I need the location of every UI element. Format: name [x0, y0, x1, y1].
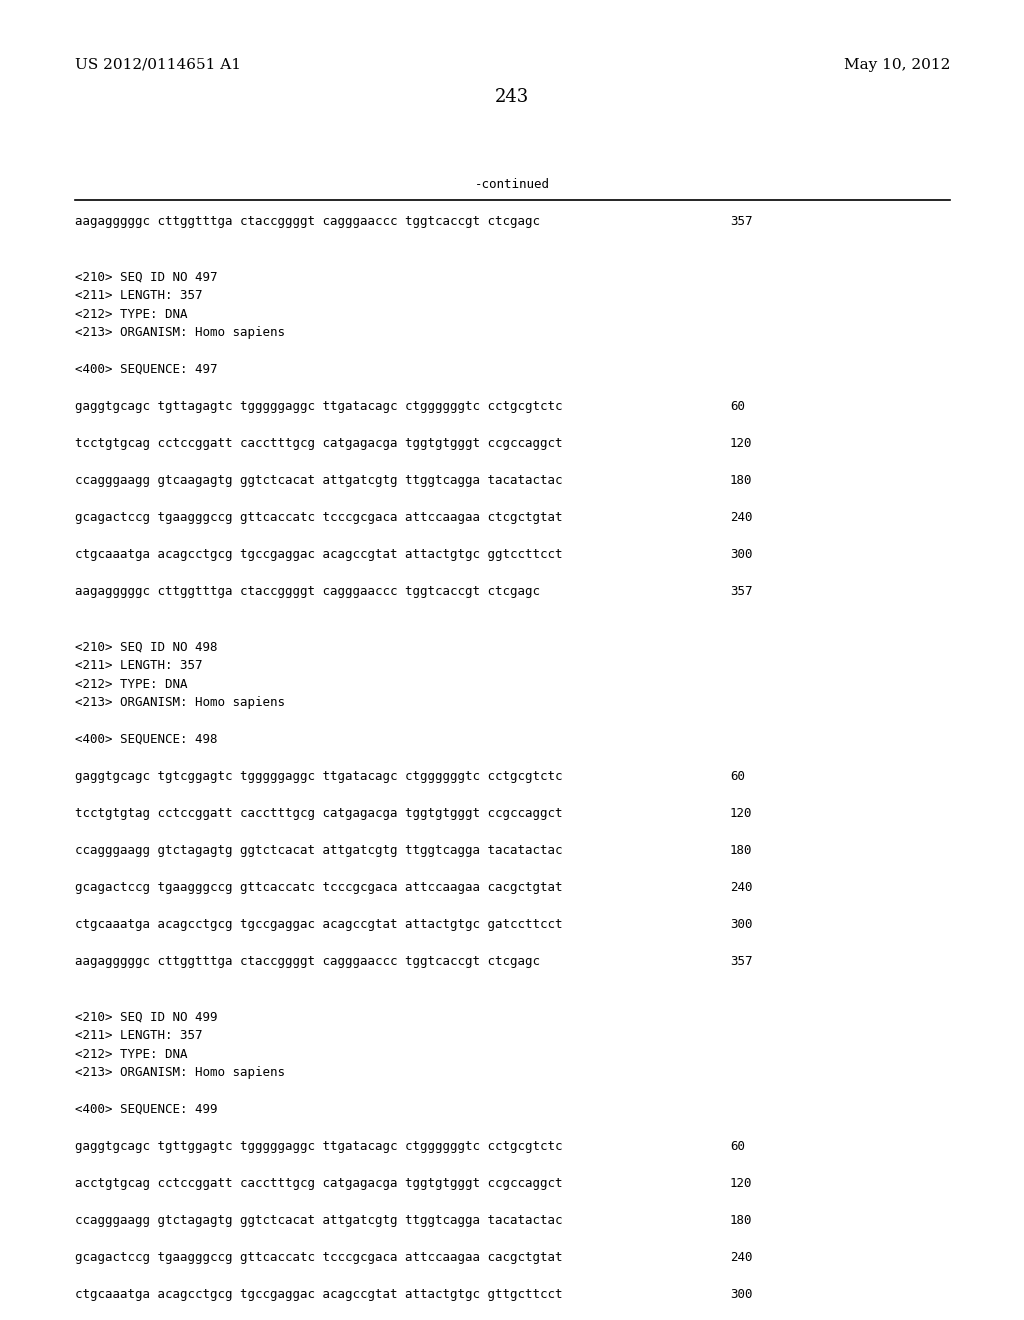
Text: 60: 60	[730, 400, 745, 413]
Text: gcagactccg tgaagggccg gttcaccatc tcccgcgaca attccaagaa ctcgctgtat: gcagactccg tgaagggccg gttcaccatc tcccgcg…	[75, 511, 562, 524]
Text: aagagggggc cttggtttga ctaccggggt cagggaaccc tggtcaccgt ctcgagc: aagagggggc cttggtttga ctaccggggt cagggaa…	[75, 954, 540, 968]
Text: US 2012/0114651 A1: US 2012/0114651 A1	[75, 58, 241, 73]
Text: 357: 357	[730, 585, 753, 598]
Text: aagagggggc cttggtttga ctaccggggt cagggaaccc tggtcaccgt ctcgagc: aagagggggc cttggtttga ctaccggggt cagggaa…	[75, 215, 540, 228]
Text: ccagggaagg gtctagagtg ggtctcacat attgatcgtg ttggtcagga tacatactac: ccagggaagg gtctagagtg ggtctcacat attgatc…	[75, 1214, 562, 1228]
Text: 357: 357	[730, 954, 753, 968]
Text: <400> SEQUENCE: 498: <400> SEQUENCE: 498	[75, 733, 217, 746]
Text: ccagggaagg gtctagagtg ggtctcacat attgatcgtg ttggtcagga tacatactac: ccagggaagg gtctagagtg ggtctcacat attgatc…	[75, 843, 562, 857]
Text: ctgcaaatga acagcctgcg tgccgaggac acagccgtat attactgtgc ggtccttcct: ctgcaaatga acagcctgcg tgccgaggac acagccg…	[75, 548, 562, 561]
Text: 300: 300	[730, 1288, 753, 1302]
Text: <400> SEQUENCE: 497: <400> SEQUENCE: 497	[75, 363, 217, 376]
Text: acctgtgcag cctccggatt cacctttgcg catgagacga tggtgtgggt ccgccaggct: acctgtgcag cctccggatt cacctttgcg catgaga…	[75, 1177, 562, 1191]
Text: 60: 60	[730, 1140, 745, 1152]
Text: <400> SEQUENCE: 499: <400> SEQUENCE: 499	[75, 1104, 217, 1115]
Text: <210> SEQ ID NO 497: <210> SEQ ID NO 497	[75, 271, 217, 284]
Text: 120: 120	[730, 1177, 753, 1191]
Text: tcctgtgtag cctccggatt cacctttgcg catgagacga tggtgtgggt ccgccaggct: tcctgtgtag cctccggatt cacctttgcg catgaga…	[75, 807, 562, 820]
Text: <212> TYPE: DNA: <212> TYPE: DNA	[75, 1048, 187, 1060]
Text: gaggtgcagc tgtcggagtc tgggggaggc ttgatacagc ctggggggtc cctgcgtctc: gaggtgcagc tgtcggagtc tgggggaggc ttgatac…	[75, 770, 562, 783]
Text: <212> TYPE: DNA: <212> TYPE: DNA	[75, 677, 187, 690]
Text: ctgcaaatga acagcctgcg tgccgaggac acagccgtat attactgtgc gttgcttcct: ctgcaaatga acagcctgcg tgccgaggac acagccg…	[75, 1288, 562, 1302]
Text: 357: 357	[730, 215, 753, 228]
Text: <211> LENGTH: 357: <211> LENGTH: 357	[75, 659, 203, 672]
Text: <211> LENGTH: 357: <211> LENGTH: 357	[75, 289, 203, 302]
Text: ctgcaaatga acagcctgcg tgccgaggac acagccgtat attactgtgc gatccttcct: ctgcaaatga acagcctgcg tgccgaggac acagccg…	[75, 917, 562, 931]
Text: <213> ORGANISM: Homo sapiens: <213> ORGANISM: Homo sapiens	[75, 1067, 285, 1078]
Text: 240: 240	[730, 880, 753, 894]
Text: 240: 240	[730, 511, 753, 524]
Text: <211> LENGTH: 357: <211> LENGTH: 357	[75, 1030, 203, 1041]
Text: 300: 300	[730, 917, 753, 931]
Text: May 10, 2012: May 10, 2012	[844, 58, 950, 73]
Text: 180: 180	[730, 1214, 753, 1228]
Text: gcagactccg tgaagggccg gttcaccatc tcccgcgaca attccaagaa cacgctgtat: gcagactccg tgaagggccg gttcaccatc tcccgcg…	[75, 880, 562, 894]
Text: 300: 300	[730, 548, 753, 561]
Text: <213> ORGANISM: Homo sapiens: <213> ORGANISM: Homo sapiens	[75, 696, 285, 709]
Text: ccagggaagg gtcaagagtg ggtctcacat attgatcgtg ttggtcagga tacatactac: ccagggaagg gtcaagagtg ggtctcacat attgatc…	[75, 474, 562, 487]
Text: 180: 180	[730, 843, 753, 857]
Text: 243: 243	[495, 88, 529, 106]
Text: gaggtgcagc tgttagagtc tgggggaggc ttgatacagc ctggggggtc cctgcgtctc: gaggtgcagc tgttagagtc tgggggaggc ttgatac…	[75, 400, 562, 413]
Text: gcagactccg tgaagggccg gttcaccatc tcccgcgaca attccaagaa cacgctgtat: gcagactccg tgaagggccg gttcaccatc tcccgcg…	[75, 1251, 562, 1265]
Text: 120: 120	[730, 437, 753, 450]
Text: 180: 180	[730, 474, 753, 487]
Text: 120: 120	[730, 807, 753, 820]
Text: aagagggggc cttggtttga ctaccggggt cagggaaccc tggtcaccgt ctcgagc: aagagggggc cttggtttga ctaccggggt cagggaa…	[75, 585, 540, 598]
Text: <212> TYPE: DNA: <212> TYPE: DNA	[75, 308, 187, 321]
Text: <210> SEQ ID NO 499: <210> SEQ ID NO 499	[75, 1011, 217, 1023]
Text: -continued: -continued	[474, 178, 550, 191]
Text: 240: 240	[730, 1251, 753, 1265]
Text: <213> ORGANISM: Homo sapiens: <213> ORGANISM: Homo sapiens	[75, 326, 285, 339]
Text: gaggtgcagc tgttggagtc tgggggaggc ttgatacagc ctggggggtc cctgcgtctc: gaggtgcagc tgttggagtc tgggggaggc ttgatac…	[75, 1140, 562, 1152]
Text: <210> SEQ ID NO 498: <210> SEQ ID NO 498	[75, 640, 217, 653]
Text: tcctgtgcag cctccggatt cacctttgcg catgagacga tggtgtgggt ccgccaggct: tcctgtgcag cctccggatt cacctttgcg catgaga…	[75, 437, 562, 450]
Text: 60: 60	[730, 770, 745, 783]
